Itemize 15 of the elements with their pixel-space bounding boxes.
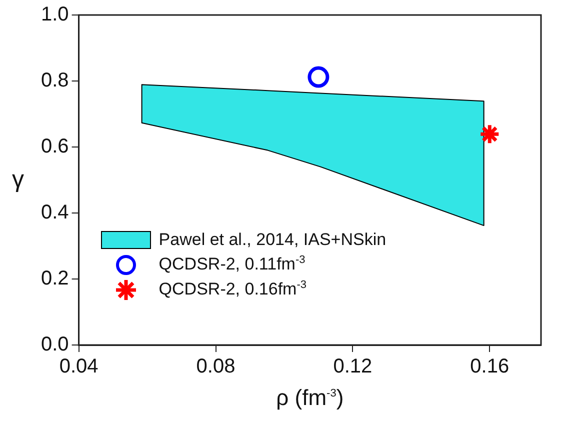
legend-label: QCDSR-2, 0.11fm$^{-3}$ xyxy=(158,254,306,275)
legend-label: QCDSR-2, 0.16fm$^{-3}$ xyxy=(158,279,307,300)
x-tick-label: 0.08 xyxy=(196,356,236,378)
y-tick-label: 0.6 xyxy=(40,136,69,158)
y-tick-label: 0.2 xyxy=(40,268,69,290)
y-tick-label: 1.0 xyxy=(40,4,69,26)
x-tick-label: 0.04 xyxy=(59,356,98,378)
x-axis-title: ρ (fm$^{-3}$) xyxy=(276,385,344,411)
legend-label: Pawel et al., 2014, IAS+NSkin xyxy=(158,230,386,250)
y-tick-label: 0.0 xyxy=(40,334,69,356)
y-tick-label: 0.4 xyxy=(40,202,69,224)
y-tick-label: 0.8 xyxy=(40,70,69,92)
y-axis-title: γ xyxy=(12,166,24,194)
x-tick-label: 0.12 xyxy=(333,356,372,378)
x-tick-label: 0.16 xyxy=(470,356,510,378)
